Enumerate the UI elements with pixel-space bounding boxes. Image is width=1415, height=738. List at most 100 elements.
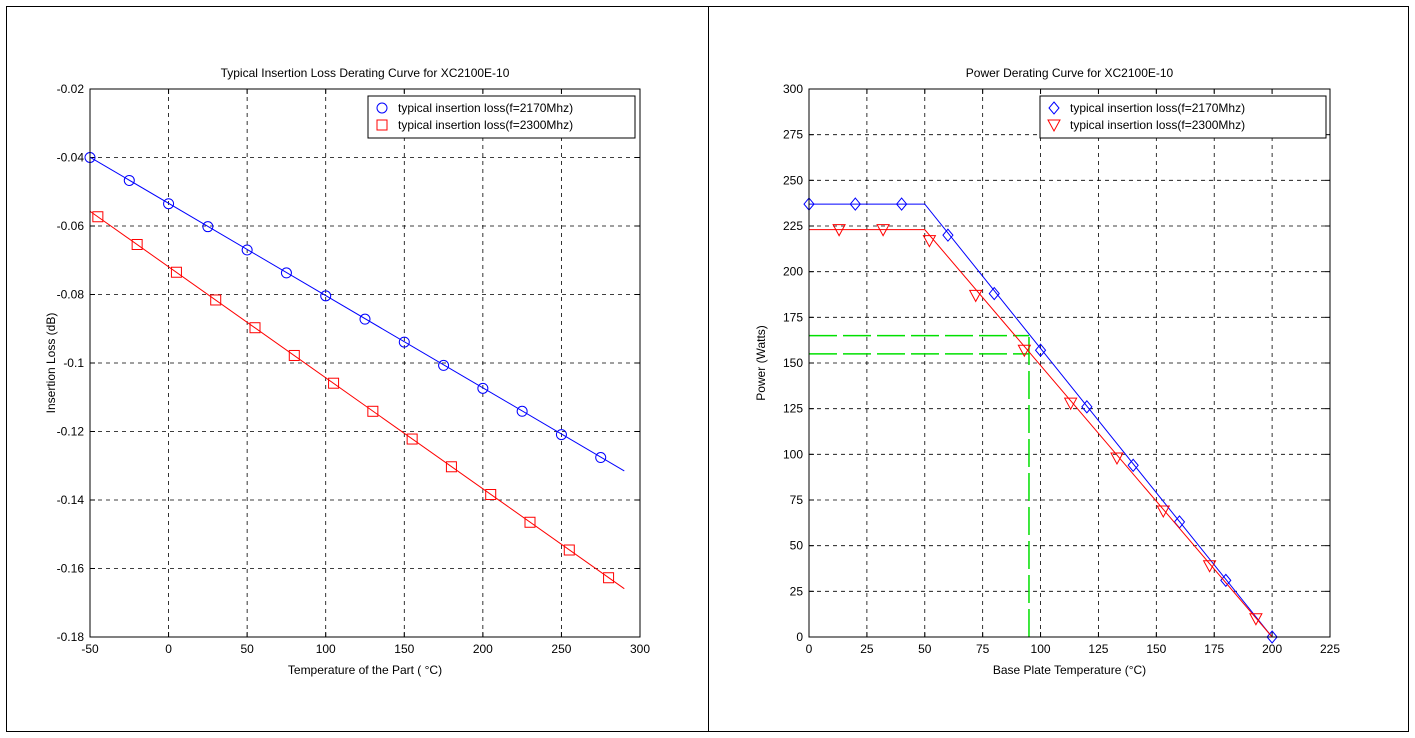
x-tick-label: 100	[1031, 642, 1051, 656]
legend-marker	[376, 119, 388, 131]
panel-divider	[708, 6, 709, 732]
series-1	[84, 152, 625, 472]
figure-frame	[6, 6, 1409, 732]
data-point	[595, 452, 607, 464]
data-point	[516, 405, 528, 417]
data-point	[1202, 560, 1217, 573]
legend-marker	[376, 102, 388, 114]
data-point	[563, 544, 575, 556]
x-tick-label: 200	[473, 642, 493, 656]
data-point	[1110, 452, 1124, 466]
y-tick-label: -0.1	[63, 356, 84, 370]
data-point	[92, 211, 104, 223]
y-tick-label: 50	[790, 539, 804, 553]
data-point	[241, 244, 253, 256]
x-tick-label: 175	[1204, 642, 1224, 656]
data-point	[131, 238, 143, 250]
data-point	[849, 197, 861, 211]
data-point	[555, 429, 567, 441]
data-point	[123, 174, 135, 186]
data-point	[895, 197, 908, 211]
legend: typical insertion loss(f=2170Mhz) typical…	[367, 95, 636, 139]
chart-title: Typical Insertion Loss Derating Curve fo…	[221, 66, 510, 80]
x-tick-label: 50	[240, 642, 254, 656]
legend: typical insertion loss(f=2170Mhz) typical…	[1039, 95, 1327, 139]
y-tick-label: -0.08	[57, 288, 85, 302]
y-tick-label: 300	[783, 82, 803, 96]
x-tick-label: 25	[860, 642, 874, 656]
axes-box	[808, 88, 1331, 638]
chart-title: Power Derating Curve for XC2100E-10	[966, 66, 1174, 80]
data-point	[367, 405, 379, 417]
x-tick-label: 50	[918, 642, 932, 656]
legend-box	[1039, 95, 1327, 139]
y-tick-label: 75	[790, 493, 804, 507]
y-tick-label: 275	[783, 128, 803, 142]
data-point	[1127, 458, 1139, 473]
x-tick-label: 150	[394, 642, 414, 656]
series-line	[809, 229, 1273, 638]
data-point	[398, 336, 410, 348]
data-point	[170, 266, 182, 278]
axes-box	[89, 88, 641, 638]
y-tick-label: 225	[783, 219, 803, 233]
x-tick-label: 100	[316, 642, 336, 656]
data-point	[1249, 613, 1263, 626]
data-point	[359, 313, 371, 325]
data-point	[524, 516, 536, 528]
y-tick-label: -0.02	[57, 82, 85, 96]
y-tick-label: -0.06	[57, 219, 85, 233]
data-point	[477, 382, 489, 394]
x-tick-label: 150	[1146, 642, 1166, 656]
data-point	[249, 322, 261, 334]
data-point	[485, 489, 497, 501]
data-point	[328, 377, 340, 389]
y-tick-label: 175	[783, 310, 803, 324]
x-axis-label: Base Plate Temperature (°C)	[993, 663, 1146, 677]
series-line	[89, 156, 625, 472]
data-point	[1156, 505, 1171, 519]
data-point	[406, 433, 418, 445]
data-point	[163, 198, 175, 210]
y-tick-label: -0.12	[57, 425, 85, 439]
legend-label: typical insertion loss(f=2170Mhz)	[398, 101, 573, 115]
chart-1: -50 0 50 100 150 200 250 300 -0.18 -0.16 -0.14 -0.1…	[44, 66, 650, 677]
data-point	[1081, 400, 1093, 414]
y-tick-label: 250	[783, 173, 803, 187]
y-tick-label: -0.04	[57, 151, 85, 165]
y-tick-label: 125	[783, 402, 803, 416]
data-point	[922, 235, 937, 248]
data-point	[288, 349, 300, 361]
legend-marker	[1047, 119, 1061, 133]
data-point	[280, 267, 292, 279]
x-axis-label: Temperature of the Part ( °C)	[288, 663, 442, 677]
y-tick-label: -0.18	[57, 630, 85, 644]
y-tick-label: 0	[796, 630, 803, 644]
x-tick-label: 0	[806, 642, 813, 656]
series-2	[809, 224, 1273, 638]
y-axis-label: Power (Watts)	[754, 325, 768, 401]
data-point	[832, 224, 846, 237]
y-tick-label: 150	[783, 356, 803, 370]
data-point	[1017, 344, 1032, 358]
y-tick-label: 100	[783, 447, 803, 461]
data-point	[1034, 343, 1047, 357]
series-2	[89, 210, 625, 590]
legend-box	[367, 95, 636, 139]
x-tick-label: 75	[976, 642, 990, 656]
x-tick-label: 300	[630, 642, 650, 656]
data-point	[438, 359, 450, 371]
legend-label: typical insertion loss(f=2300Mhz)	[1070, 118, 1245, 132]
data-point	[210, 294, 222, 306]
x-tick-label: 125	[1088, 642, 1108, 656]
x-tick-label: 200	[1262, 642, 1282, 656]
y-tick-label: 200	[783, 265, 803, 279]
x-tick-label: 0	[165, 642, 172, 656]
data-point	[942, 228, 954, 242]
x-tick-label: 225	[1320, 642, 1340, 656]
data-point	[988, 286, 1000, 301]
data-point	[968, 289, 983, 303]
data-point	[320, 290, 332, 302]
x-tick-label: -50	[81, 642, 99, 656]
